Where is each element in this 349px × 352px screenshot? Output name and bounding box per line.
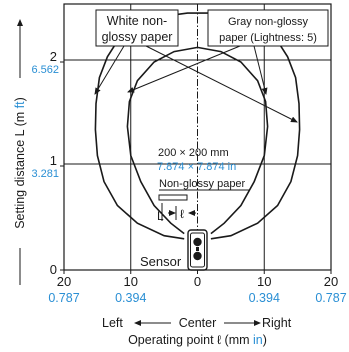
target-plate-icon [158,194,188,201]
y-axis-title-unit: ft [13,101,27,108]
dim-L-label: L [157,209,164,223]
y-axis-title-group: Setting distance L (m ft) [13,19,27,285]
x-axis-title-unit: in [253,333,263,347]
legend-gray-line1: Gray non-glossy [228,16,309,28]
direction-right: Right [262,316,292,330]
legend-white-line1: White non- [107,14,167,28]
target-material: Non-glossy paper [159,178,246,190]
dim-l-label: ℓ [180,207,184,221]
x-tick-label-in-0: 0.787 [48,291,79,305]
x-tick-label-in-1: 0.394 [115,291,146,305]
direction-left: Left [102,316,123,330]
x-tick-label-in-4: 0.787 [315,291,346,305]
x-axis-ticks: 20 0.787 10 0.394 0 10 0.394 20 0.787 [48,270,347,305]
x-axis-title-close: ) [263,333,267,347]
y-tick-label-0: 0 [50,262,57,277]
y-tick-label-2: 2 [50,49,57,64]
x-tick-label-in-3: 0.394 [249,291,280,305]
x-tick-label-3: 10 [257,274,271,289]
legend-gray-line2: paper (Lightness: 5) [219,32,317,44]
direction-row: Left Center Right [102,316,292,330]
dimension-schematic: L ℓ [157,194,196,223]
series-line-gray-paper [126,46,269,235]
legend-gray-paper: Gray non-glossy paper (Lightness: 5) [207,9,329,47]
y-tick-label-ft-2: 6.562 [31,64,59,76]
y-axis-ticks: 0 13.281 26.562 [31,49,64,277]
target-size-mm: 200 × 200 mm [158,147,229,159]
leader-gray-left [127,45,241,93]
series-line-white-paper [94,12,301,240]
y-tick-label-1: 1 [50,153,57,168]
legend-gray-box [207,9,329,47]
x-axis-title-main: Operating point ℓ (mm [128,333,253,347]
target-size-in: 7.874 × 7.874 in [157,161,236,173]
y-axis-title: Setting distance L (m ft) [13,97,27,229]
x-tick-label-4: 20 [324,274,338,289]
sensor-label: Sensor [140,254,182,269]
x-tick-label-1: 10 [124,274,138,289]
direction-center: Center [179,316,217,330]
leader-gray-right [253,45,268,95]
legend-white-box [95,9,179,47]
y-axis-title-main: Setting distance L (m [13,108,27,228]
sensor-icon [187,229,208,271]
x-axis-title: Operating point ℓ (mm in) [128,333,267,347]
leader-white-left [94,45,125,95]
x-tick-label-0: 20 [57,274,71,289]
y-tick-label-ft-1: 3.281 [31,168,59,180]
x-tick-label-2: 0 [194,274,201,289]
legend-white-paper: White non- glossy paper [95,9,179,47]
y-axis-title-close: ) [13,97,27,101]
legend-white-line2: glossy paper [102,30,173,44]
leader-white-right [145,45,298,123]
